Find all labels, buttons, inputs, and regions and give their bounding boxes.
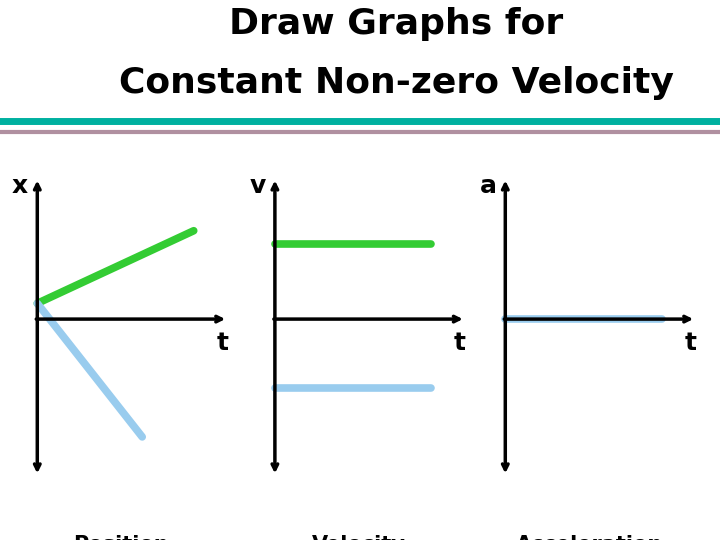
Text: t: t — [684, 330, 696, 355]
Text: t: t — [454, 330, 466, 355]
Text: x: x — [12, 173, 28, 198]
Text: Constant Non-zero Velocity: Constant Non-zero Velocity — [119, 66, 673, 100]
Text: Draw Graphs for: Draw Graphs for — [229, 7, 563, 40]
Text: v: v — [250, 173, 266, 198]
Text: a: a — [480, 173, 497, 198]
Text: Velocity
vs
time: Velocity vs time — [312, 535, 406, 540]
Text: Acceleration
vs
time: Acceleration vs time — [516, 535, 663, 540]
Text: t: t — [216, 330, 228, 355]
Text: Position
vs
time: Position vs time — [73, 535, 169, 540]
